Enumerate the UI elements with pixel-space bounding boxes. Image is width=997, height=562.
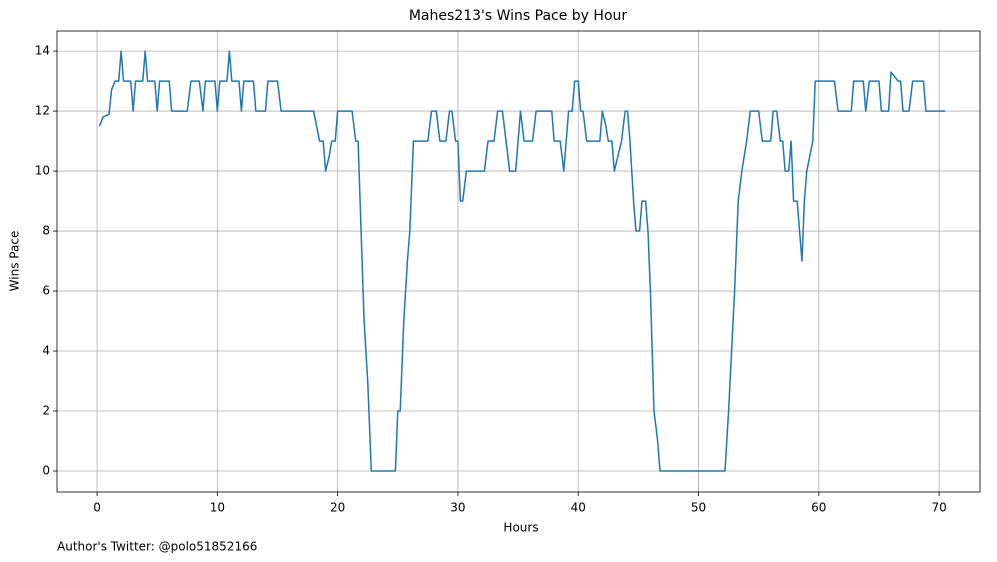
x-tick-label: 50 <box>691 501 706 515</box>
x-tick-label: 20 <box>330 501 345 515</box>
y-tick-label: 6 <box>42 284 50 298</box>
plot-frame <box>56 30 981 493</box>
footnote: Author's Twitter: @polo51852166 <box>57 540 257 554</box>
y-axis-label: Wins Pace <box>8 231 22 292</box>
y-tick-label: 10 <box>35 164 50 178</box>
x-tick-label: 30 <box>450 501 465 515</box>
y-tick-label: 8 <box>42 224 50 238</box>
data-line <box>98 50 946 472</box>
chart-title: Mahes213's Wins Pace by Hour <box>409 8 628 24</box>
y-tick-label: 14 <box>35 44 50 58</box>
y-tick-label: 12 <box>35 104 50 118</box>
y-tick-label: 0 <box>42 464 50 478</box>
x-tick-label: 40 <box>571 501 586 515</box>
y-tick-label: 4 <box>42 344 50 358</box>
x-tick-label: 70 <box>931 501 946 515</box>
x-tick-label: 0 <box>93 501 101 515</box>
x-axis-label: Hours <box>503 521 538 535</box>
x-tick-label: 10 <box>210 501 225 515</box>
x-tick-label: 60 <box>811 501 826 515</box>
y-tick-label: 2 <box>42 404 50 418</box>
